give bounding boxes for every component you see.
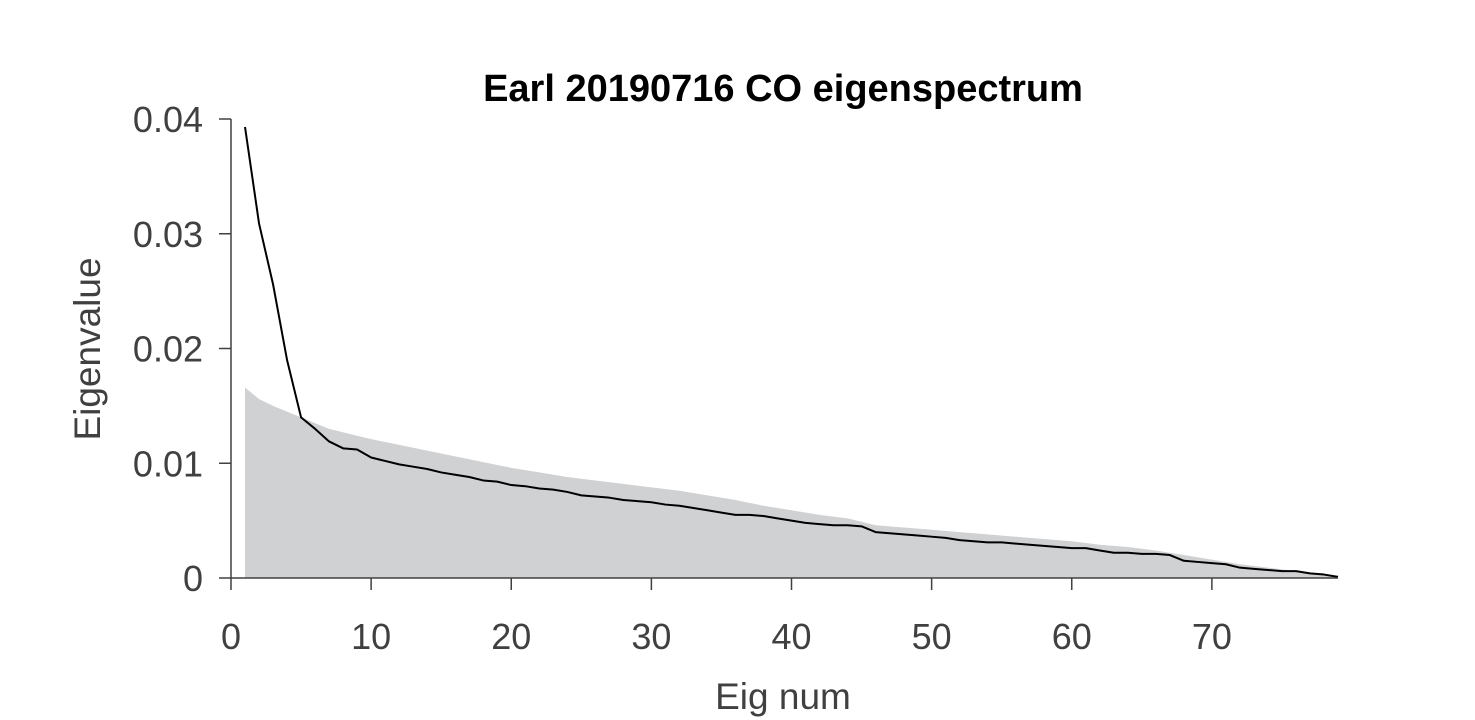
y-tick-label: 0 [183,558,203,599]
x-tick-label: 0 [221,616,241,657]
x-tick-label: 10 [351,616,391,657]
y-axis: 0 0.01 0.02 0.03 0.04 [133,99,232,599]
y-axis-label: Eigenvalue [67,257,108,440]
y-tick-label: 0.03 [133,214,203,255]
x-axis: 0 10 20 30 40 50 60 70 [221,577,1338,657]
eigenspectrum-line-layer [244,126,1339,578]
null-spectrum-area [245,387,1338,578]
x-tick-label: 50 [912,616,952,657]
x-tick-label: 30 [631,616,671,657]
eigenvalue-line [244,126,1339,578]
x-tick-label: 70 [1192,616,1232,657]
y-tick-label: 0.04 [133,99,203,140]
chart-title: Earl 20190716 CO eigenspectrum [483,68,1083,110]
x-tick-label: 20 [491,616,531,657]
x-axis-label: Eig num [715,676,851,717]
x-tick-label: 60 [1052,616,1092,657]
y-tick-label: 0.02 [133,329,203,370]
null-spectrum-area-layer [245,387,1338,578]
y-tick-label: 0.01 [133,443,203,484]
x-tick-label: 40 [771,616,811,657]
